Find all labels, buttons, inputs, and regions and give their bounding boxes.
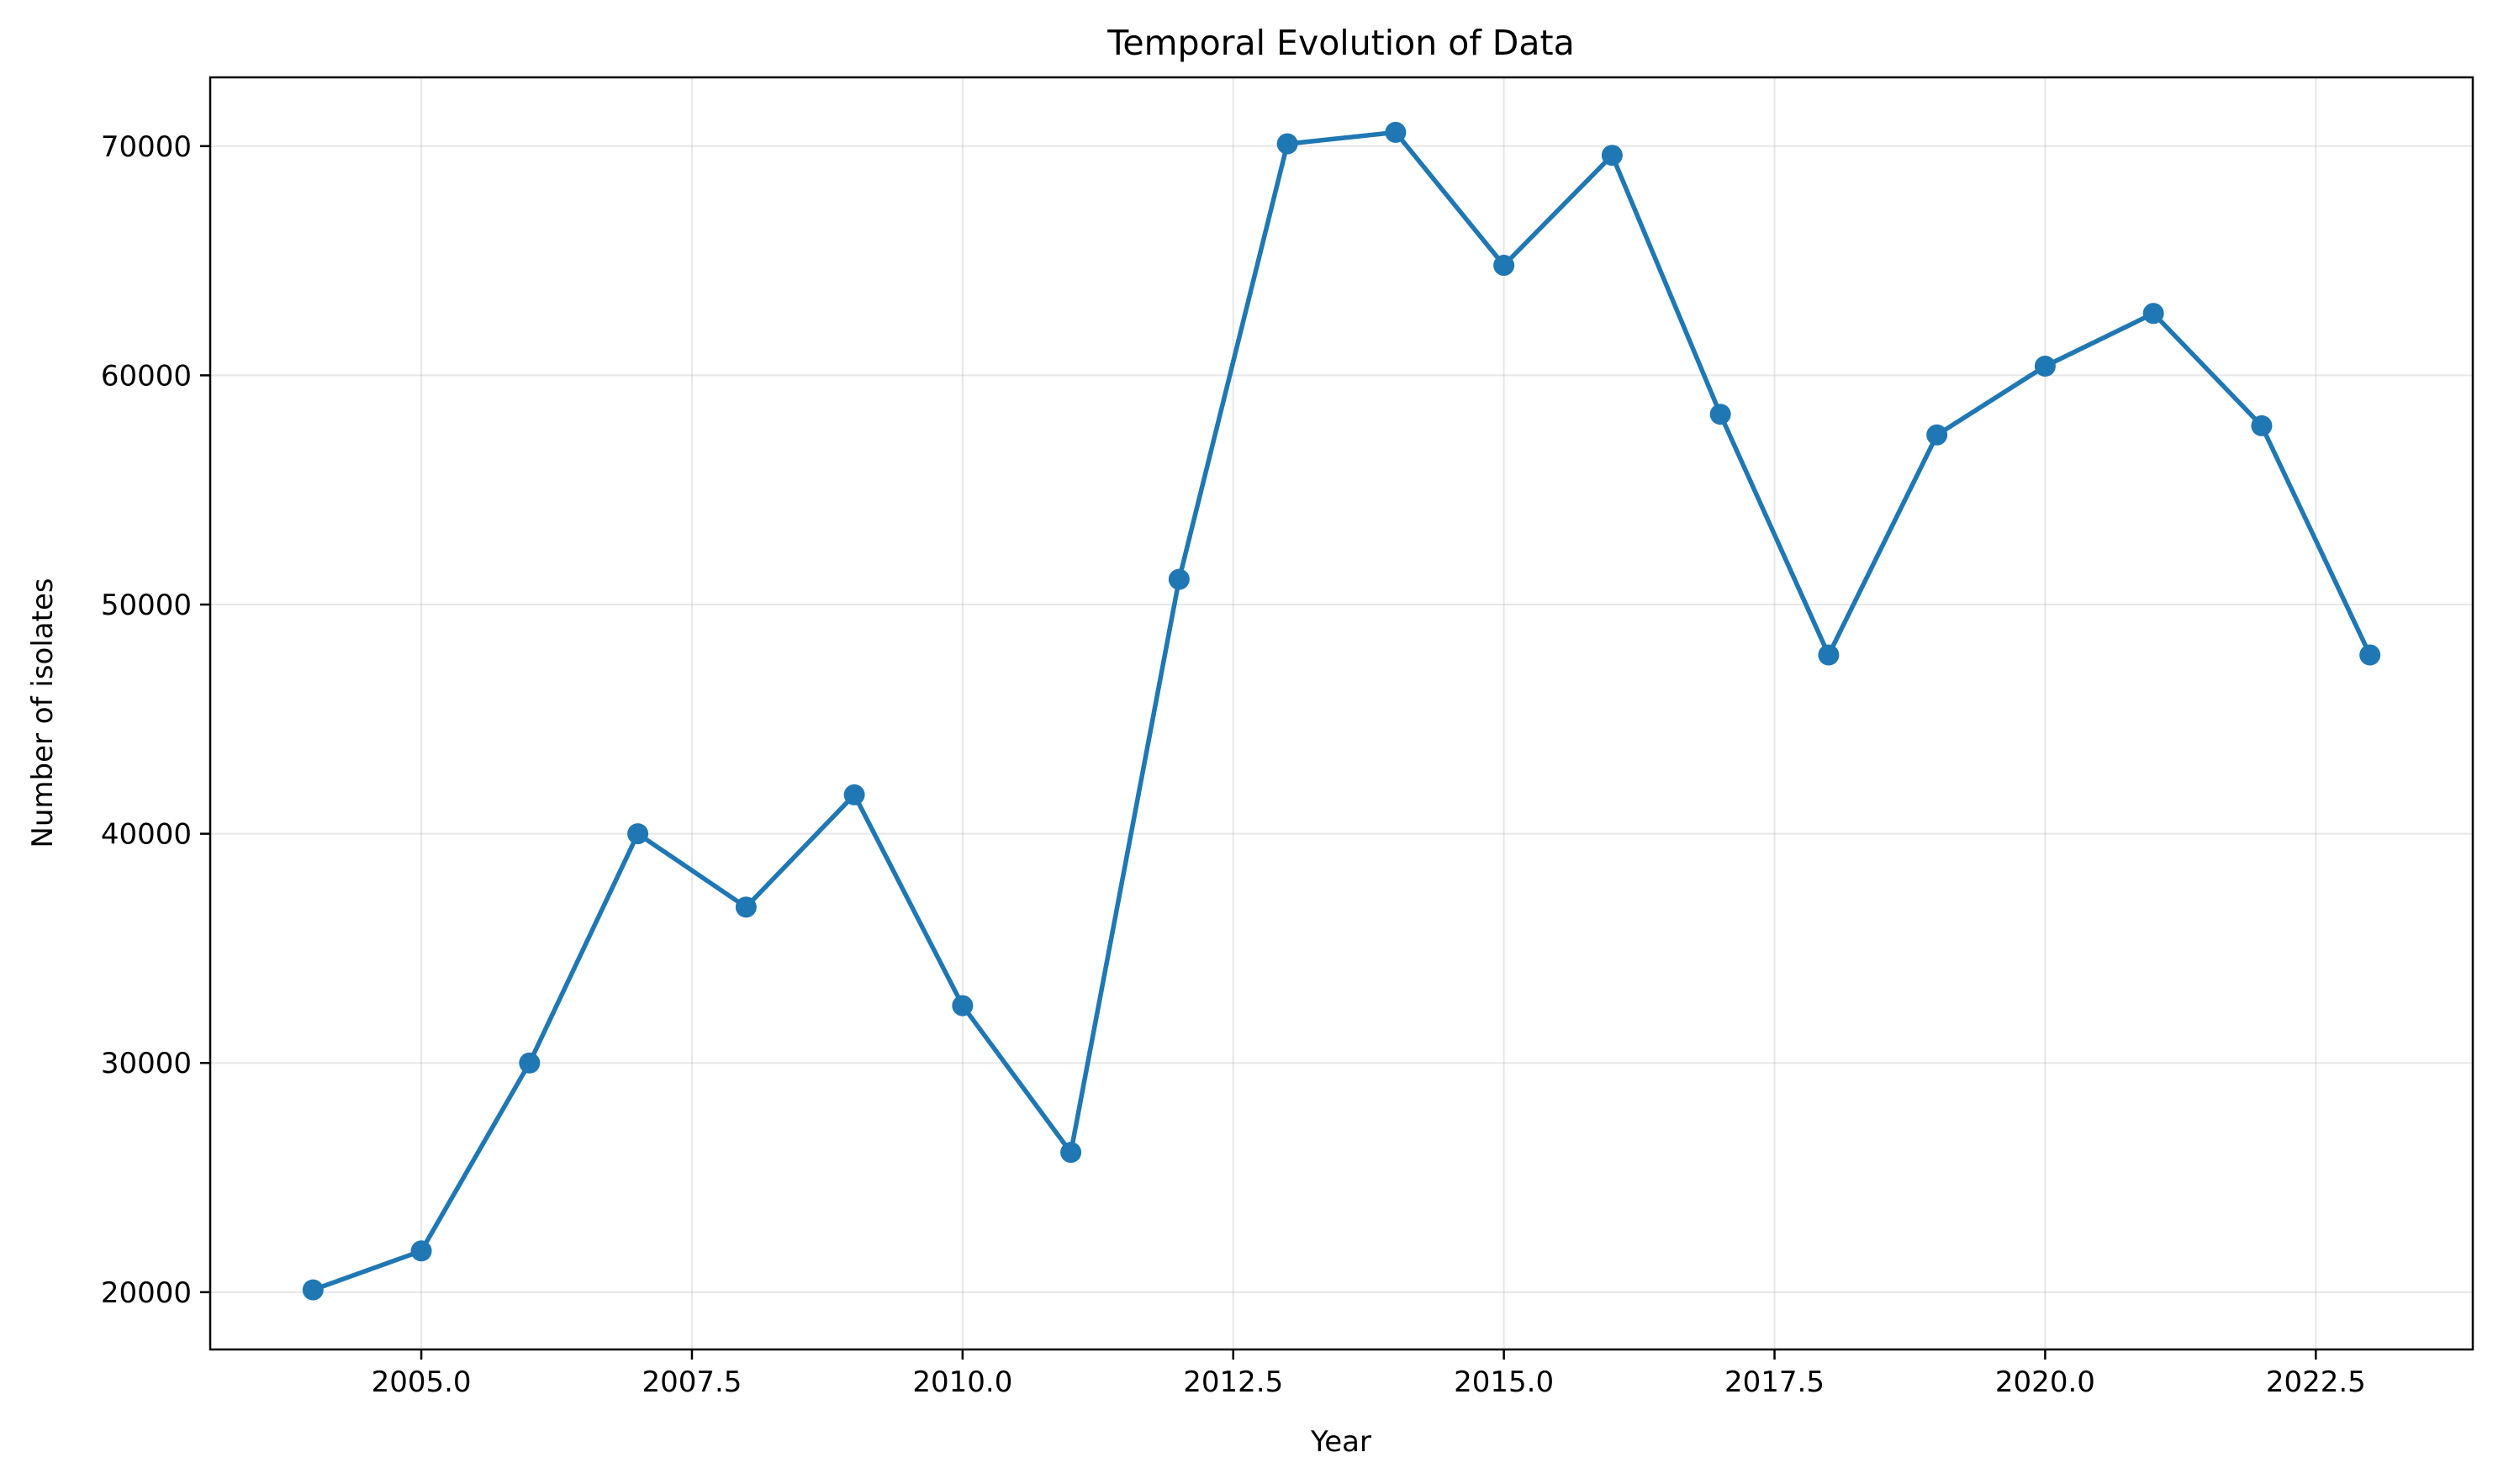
y-tick-label: 60000: [101, 359, 192, 393]
data-point: [2034, 355, 2056, 377]
data-point: [1276, 133, 1298, 155]
x-tick-label: 2017.5: [1724, 1365, 1825, 1399]
data-point: [627, 823, 649, 845]
x-axis-label: Year: [1310, 1425, 1371, 1459]
x-tick-label: 2022.5: [2266, 1365, 2366, 1399]
data-point: [2251, 415, 2273, 436]
x-tick-label: 2007.5: [642, 1365, 742, 1399]
data-point: [735, 896, 757, 918]
y-tick-label: 30000: [101, 1047, 192, 1080]
chart-title: Temporal Evolution of Data: [1106, 23, 1574, 63]
x-axis: 2005.0 2007.5 2010.0 2012.5 2015.0 2017.5 2020…: [372, 1349, 2366, 1399]
data-point: [843, 784, 865, 805]
data-point: [2142, 303, 2164, 325]
data-point: [302, 1279, 324, 1301]
y-tick-label: 40000: [101, 818, 192, 852]
data-point: [1493, 255, 1515, 277]
y-tick-label: 50000: [101, 589, 192, 622]
data-point: [410, 1240, 432, 1262]
data-point: [1709, 404, 1731, 425]
data-point: [1385, 121, 1407, 143]
data-point: [1060, 1142, 1082, 1164]
y-axis-label: Number of isolates: [26, 578, 60, 848]
data-point: [1601, 145, 1623, 166]
data-point: [519, 1052, 541, 1074]
y-tick-label: 70000: [101, 130, 192, 164]
series-layer: [302, 121, 2381, 1301]
plot-frame: [209, 76, 2474, 1351]
y-tick-label: 20000: [101, 1276, 192, 1310]
data-point: [2359, 644, 2381, 666]
data-point: [1818, 644, 1840, 666]
grid: [210, 77, 2473, 1349]
data-point: [1168, 568, 1190, 590]
x-tick-label: 2020.0: [1995, 1365, 2095, 1399]
x-tick-label: 2012.5: [1183, 1365, 1283, 1399]
series-line: [310, 129, 2373, 1292]
x-tick-label: 2005.0: [372, 1365, 472, 1399]
x-tick-label: 2010.0: [912, 1365, 1012, 1399]
x-tick-label: 2015.0: [1454, 1365, 1554, 1399]
y-axis: 20000 30000 40000 50000 60000 70000: [101, 130, 210, 1310]
data-point: [952, 995, 974, 1017]
data-point: [1926, 424, 1948, 446]
